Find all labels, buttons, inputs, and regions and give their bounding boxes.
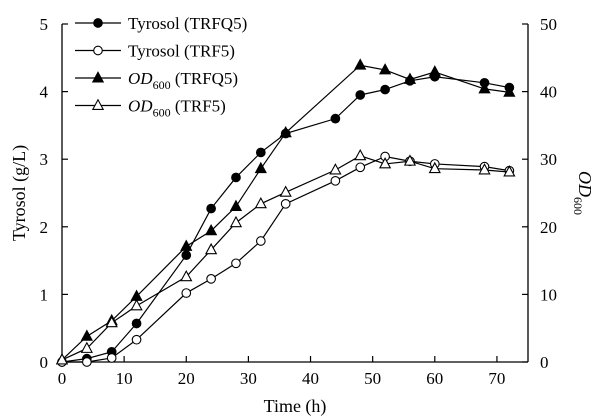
legend-item: OD600 (TRFQ5) bbox=[75, 69, 238, 92]
data-point bbox=[206, 203, 216, 214]
y2-tick-label: 50 bbox=[540, 15, 557, 34]
data-point bbox=[478, 82, 491, 94]
data-point bbox=[231, 172, 241, 183]
data-point bbox=[355, 90, 366, 100]
data-point bbox=[255, 236, 266, 246]
y2-tick-label: 0 bbox=[540, 353, 549, 372]
series-2 bbox=[55, 58, 516, 365]
data-point bbox=[255, 147, 266, 158]
plot-frame bbox=[61, 24, 529, 363]
data-point bbox=[131, 334, 142, 345]
y2-tick-label: 40 bbox=[540, 83, 557, 102]
data-point bbox=[254, 196, 267, 209]
legend-label: OD600 (TRF5) bbox=[128, 97, 226, 120]
data-point bbox=[206, 274, 216, 284]
y-tick-label: 3 bbox=[40, 150, 49, 169]
series-3 bbox=[55, 148, 516, 365]
x-tick-label: 20 bbox=[178, 369, 195, 388]
data-point bbox=[428, 161, 441, 174]
legend-marker bbox=[91, 71, 105, 83]
x-axis-label: Time (h) bbox=[264, 396, 327, 417]
data-point bbox=[330, 175, 341, 186]
data-point bbox=[403, 72, 417, 84]
legend-item: OD600 (TRF5) bbox=[75, 97, 226, 120]
data-point bbox=[181, 288, 192, 298]
data-point bbox=[254, 161, 267, 174]
data-point bbox=[80, 341, 93, 353]
data-point bbox=[279, 185, 292, 197]
data-point bbox=[106, 353, 117, 363]
data-point bbox=[231, 258, 241, 269]
data-point bbox=[503, 165, 516, 177]
x-tick-label: 0 bbox=[58, 369, 67, 388]
data-point bbox=[478, 163, 491, 175]
series-0 bbox=[57, 71, 515, 367]
data-point bbox=[82, 357, 92, 367]
legend-marker bbox=[93, 18, 103, 28]
data-point bbox=[355, 162, 366, 173]
legend-item: Tyrosol (TRF5) bbox=[75, 42, 235, 61]
y2-tick-label: 20 bbox=[540, 218, 557, 237]
data-point bbox=[354, 58, 367, 70]
data-point bbox=[354, 148, 367, 161]
data-point bbox=[204, 242, 218, 255]
data-point bbox=[181, 250, 192, 261]
series-line bbox=[61, 155, 510, 361]
legend-item: Tyrosol (TRFQ5) bbox=[75, 14, 247, 33]
x-tick-label: 10 bbox=[116, 369, 133, 388]
x-tick-label: 60 bbox=[426, 369, 443, 388]
series-layer bbox=[55, 58, 516, 367]
y-tick-label: 1 bbox=[40, 285, 49, 304]
y2-tick-label: 30 bbox=[540, 150, 557, 169]
y-tick-label: 2 bbox=[40, 218, 49, 237]
y-tick-label: 4 bbox=[40, 83, 49, 102]
data-point bbox=[229, 215, 243, 228]
series-line bbox=[62, 155, 510, 363]
y2-axis-label: OD600 bbox=[571, 171, 595, 215]
legend-label: OD600 (TRFQ5) bbox=[128, 69, 238, 92]
legend-label: Tyrosol (TRF5) bbox=[128, 42, 235, 61]
legend-marker bbox=[91, 98, 105, 110]
data-point bbox=[80, 329, 93, 341]
x-tick-label: 70 bbox=[488, 369, 505, 388]
data-point bbox=[280, 198, 291, 209]
data-point bbox=[130, 299, 143, 311]
data-point bbox=[330, 113, 341, 124]
y-tick-label: 5 bbox=[40, 15, 49, 34]
y-tick-label: 0 bbox=[40, 353, 49, 372]
data-point bbox=[229, 199, 243, 211]
x-tick-label: 50 bbox=[364, 369, 381, 388]
series-1 bbox=[57, 151, 515, 367]
data-point bbox=[380, 84, 390, 95]
data-point bbox=[180, 269, 193, 282]
data-point bbox=[55, 353, 69, 365]
data-point bbox=[180, 239, 193, 251]
data-point bbox=[329, 163, 342, 175]
y-axis-label: Tyrosol (g/L) bbox=[9, 145, 30, 241]
data-point bbox=[105, 315, 118, 328]
data-point bbox=[378, 157, 392, 169]
legend-label: Tyrosol (TRFQ5) bbox=[128, 14, 247, 33]
series-line bbox=[61, 76, 510, 363]
legend-marker bbox=[93, 45, 103, 56]
legend: Tyrosol (TRFQ5) Tyrosol (TRF5) OD600 (TRFQ… bbox=[75, 14, 247, 120]
data-point bbox=[131, 318, 142, 329]
data-point bbox=[403, 154, 417, 166]
data-point bbox=[503, 85, 516, 97]
y2-tick-label: 10 bbox=[540, 285, 557, 304]
x-tick-label: 30 bbox=[240, 369, 257, 388]
x-tick-label: 40 bbox=[302, 369, 319, 388]
data-point bbox=[279, 125, 292, 138]
data-point bbox=[428, 65, 441, 77]
data-point bbox=[204, 223, 218, 236]
data-point bbox=[378, 63, 392, 75]
